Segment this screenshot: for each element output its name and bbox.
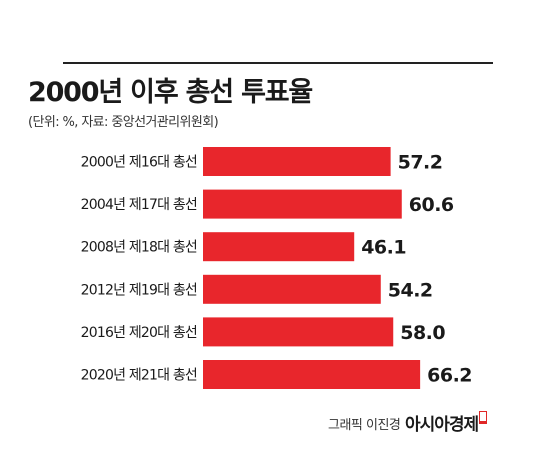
- category-label: 2004년 제17대 총선: [81, 197, 197, 213]
- value-label: 57.2: [398, 152, 443, 174]
- top-rule: [63, 62, 493, 64]
- bar: [203, 274, 381, 304]
- value-label: 66.2: [427, 365, 472, 387]
- category-label: 2000년 제16대 총선: [81, 155, 197, 171]
- category-label: 2012년 제19대 총선: [81, 282, 197, 298]
- value-label: 54.2: [388, 279, 433, 301]
- bar: [203, 317, 394, 347]
- value-label: 46.1: [361, 237, 406, 259]
- category-label: 2016년 제20대 총선: [81, 325, 197, 341]
- category-label: 2020년 제21대 총선: [81, 368, 197, 384]
- chart-title: 2000년 이후 총선 투표율: [28, 77, 313, 108]
- bar: [203, 360, 421, 389]
- bar: [203, 189, 402, 219]
- category-label: 2008년 제18대 총선: [81, 240, 197, 256]
- bar: [203, 147, 391, 176]
- chart-subtitle: (단위: %, 자료: 중앙선거관리위원회): [28, 115, 219, 130]
- value-label: 58.0: [400, 322, 445, 344]
- brand-mark-icon: [479, 411, 487, 424]
- bar: [203, 232, 355, 262]
- brand-logo: 아시아경제: [405, 415, 479, 435]
- graphic-credit: 그래픽 이진경: [328, 418, 401, 433]
- value-label: 60.6: [409, 194, 454, 216]
